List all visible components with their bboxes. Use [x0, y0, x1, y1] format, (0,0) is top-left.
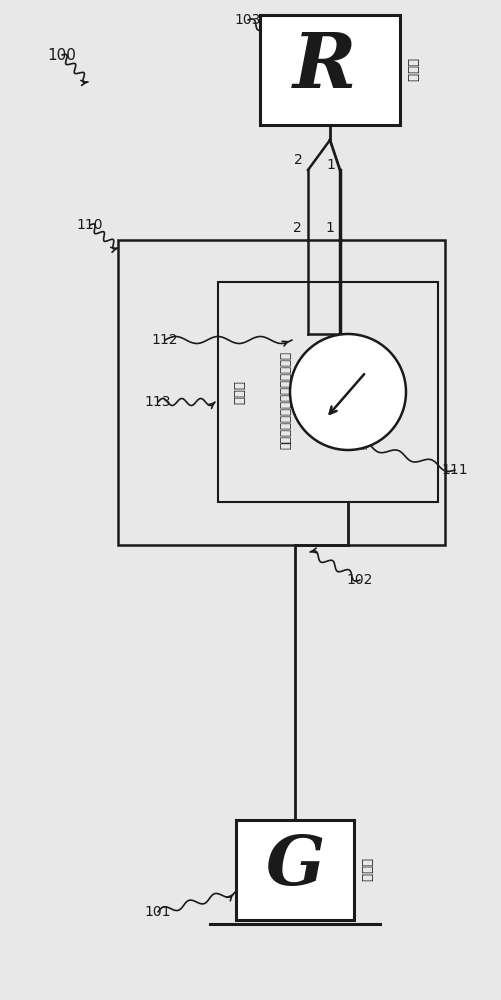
Text: 110: 110 [77, 218, 103, 232]
Text: 1: 1 [326, 158, 334, 172]
Text: 111: 111 [441, 463, 467, 477]
Text: 调度器: 调度器 [233, 380, 246, 404]
Text: 101: 101 [144, 905, 171, 919]
Text: R: R [293, 30, 356, 104]
FancyBboxPatch shape [235, 820, 353, 920]
Text: 102: 102 [346, 573, 372, 587]
Text: G: G [265, 832, 324, 900]
Text: 廉价管道（第一类型数据路径）: 廉价管道（第一类型数据路径） [355, 351, 368, 449]
Text: 100: 100 [48, 47, 76, 62]
Text: 是费管道（第二类型数据路径）: 是费管道（第二类型数据路径） [279, 351, 292, 449]
Text: 103: 103 [234, 13, 261, 27]
Text: 112: 112 [151, 333, 178, 347]
Circle shape [290, 334, 405, 450]
FancyBboxPatch shape [260, 15, 399, 125]
Text: 2: 2 [293, 221, 302, 235]
Text: 生成器: 生成器 [358, 858, 371, 882]
Text: 接收器: 接收器 [404, 58, 417, 82]
Text: 1: 1 [325, 221, 333, 235]
Text: 113: 113 [144, 395, 171, 409]
Text: 2: 2 [294, 153, 303, 167]
